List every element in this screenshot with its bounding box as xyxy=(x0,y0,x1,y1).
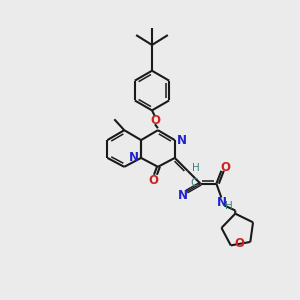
Text: O: O xyxy=(150,114,160,127)
Text: H: H xyxy=(192,163,200,173)
Text: O: O xyxy=(220,161,230,174)
Text: N: N xyxy=(178,189,188,202)
Text: O: O xyxy=(148,174,158,187)
Text: H: H xyxy=(225,202,233,212)
Text: O: O xyxy=(235,237,245,250)
Text: C: C xyxy=(190,178,197,188)
Text: N: N xyxy=(129,152,139,164)
Text: N: N xyxy=(177,134,187,147)
Text: N: N xyxy=(217,196,227,209)
